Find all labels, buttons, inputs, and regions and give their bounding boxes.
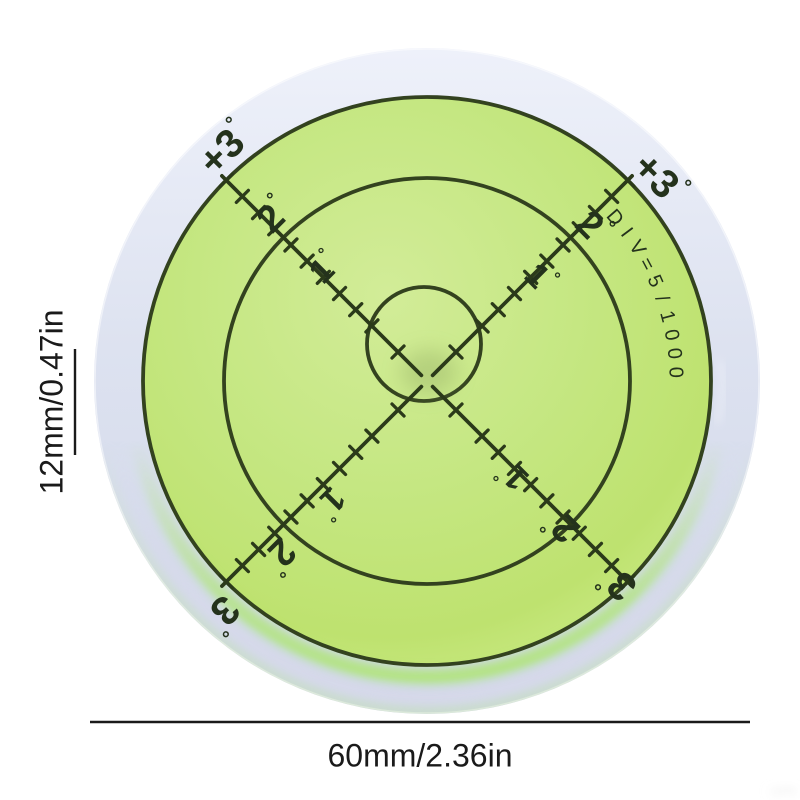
svg-text:0: 0 — [664, 366, 686, 378]
svg-text:12mm/0.47in: 12mm/0.47in — [33, 310, 69, 495]
svg-text:LEFE: LEFE — [769, 786, 797, 798]
svg-text:60mm/2.36in: 60mm/2.36in — [328, 737, 513, 773]
